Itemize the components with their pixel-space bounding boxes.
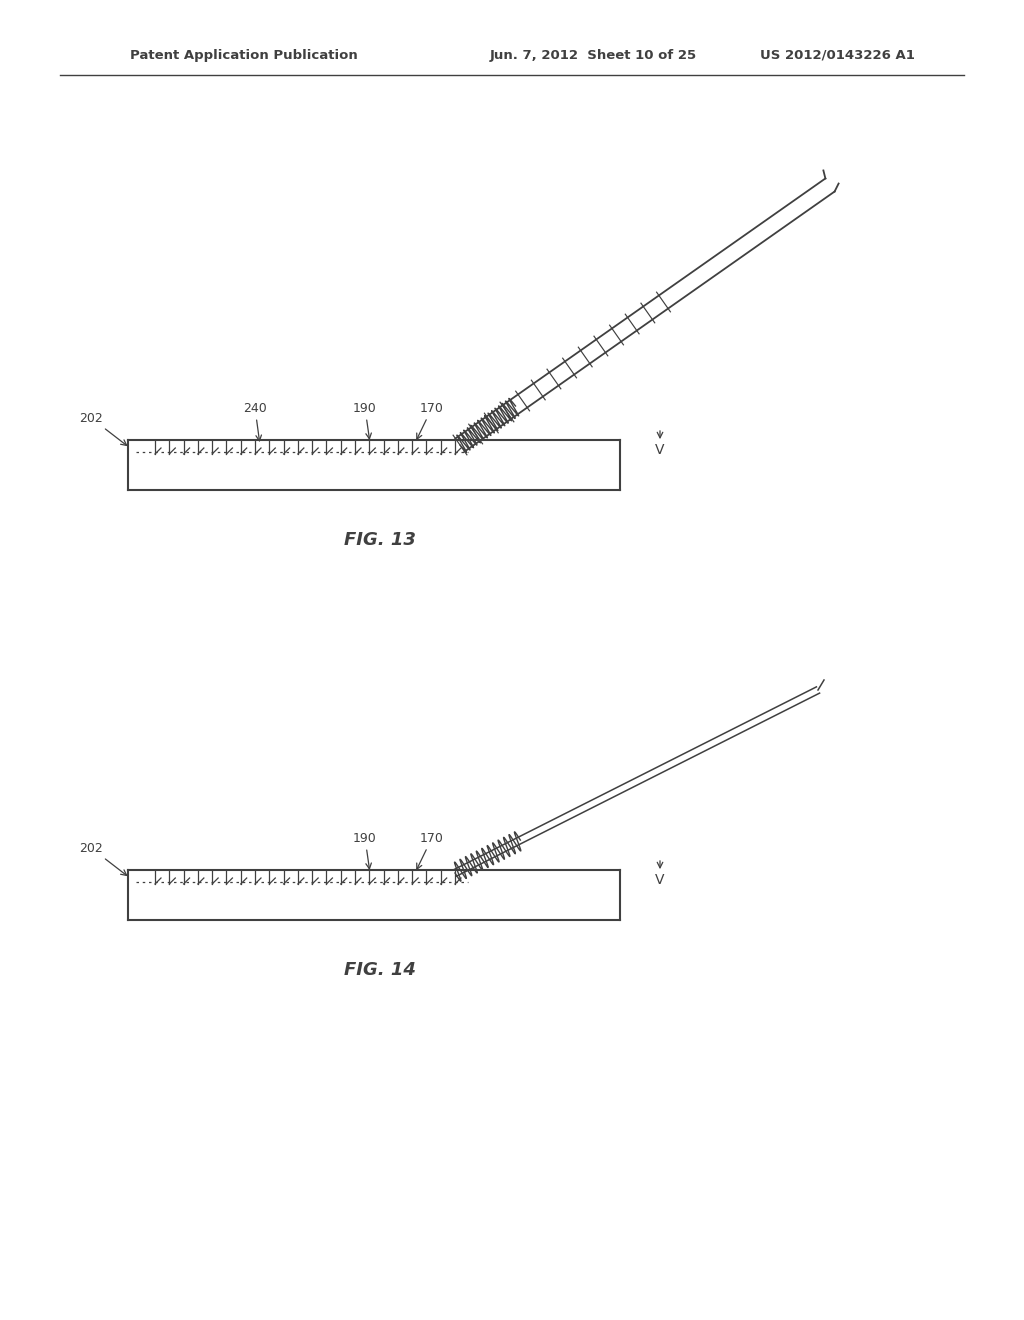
Text: 170: 170 — [417, 401, 443, 440]
Text: Patent Application Publication: Patent Application Publication — [130, 49, 357, 62]
Text: US 2012/0143226 A1: US 2012/0143226 A1 — [760, 49, 914, 62]
Text: 202: 202 — [79, 412, 127, 445]
Text: 190: 190 — [353, 401, 377, 438]
Text: 190: 190 — [353, 832, 377, 869]
Text: FIG. 14: FIG. 14 — [344, 961, 416, 979]
Text: 240: 240 — [243, 401, 267, 441]
Text: 202: 202 — [79, 842, 127, 875]
Text: V: V — [655, 873, 665, 887]
Text: 170: 170 — [417, 832, 443, 870]
Text: V: V — [655, 444, 665, 457]
Text: Jun. 7, 2012  Sheet 10 of 25: Jun. 7, 2012 Sheet 10 of 25 — [490, 49, 697, 62]
Text: FIG. 13: FIG. 13 — [344, 531, 416, 549]
